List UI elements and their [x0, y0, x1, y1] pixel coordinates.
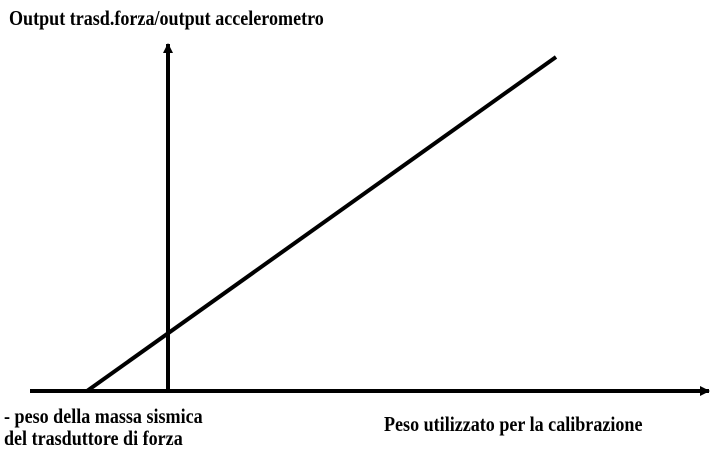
intercept-label: - peso della massa sismica del trasdutto…: [4, 405, 203, 449]
intercept-label-line1: - peso della massa sismica: [4, 404, 203, 428]
calibration-line: [85, 55, 558, 393]
y-axis-label: Output trasd.forza/output accelerometro: [9, 6, 324, 30]
intercept-label-line2: del trasduttore di forza: [4, 426, 183, 450]
x-axis-label: Peso utilizzato per la calibrazione: [384, 412, 643, 436]
